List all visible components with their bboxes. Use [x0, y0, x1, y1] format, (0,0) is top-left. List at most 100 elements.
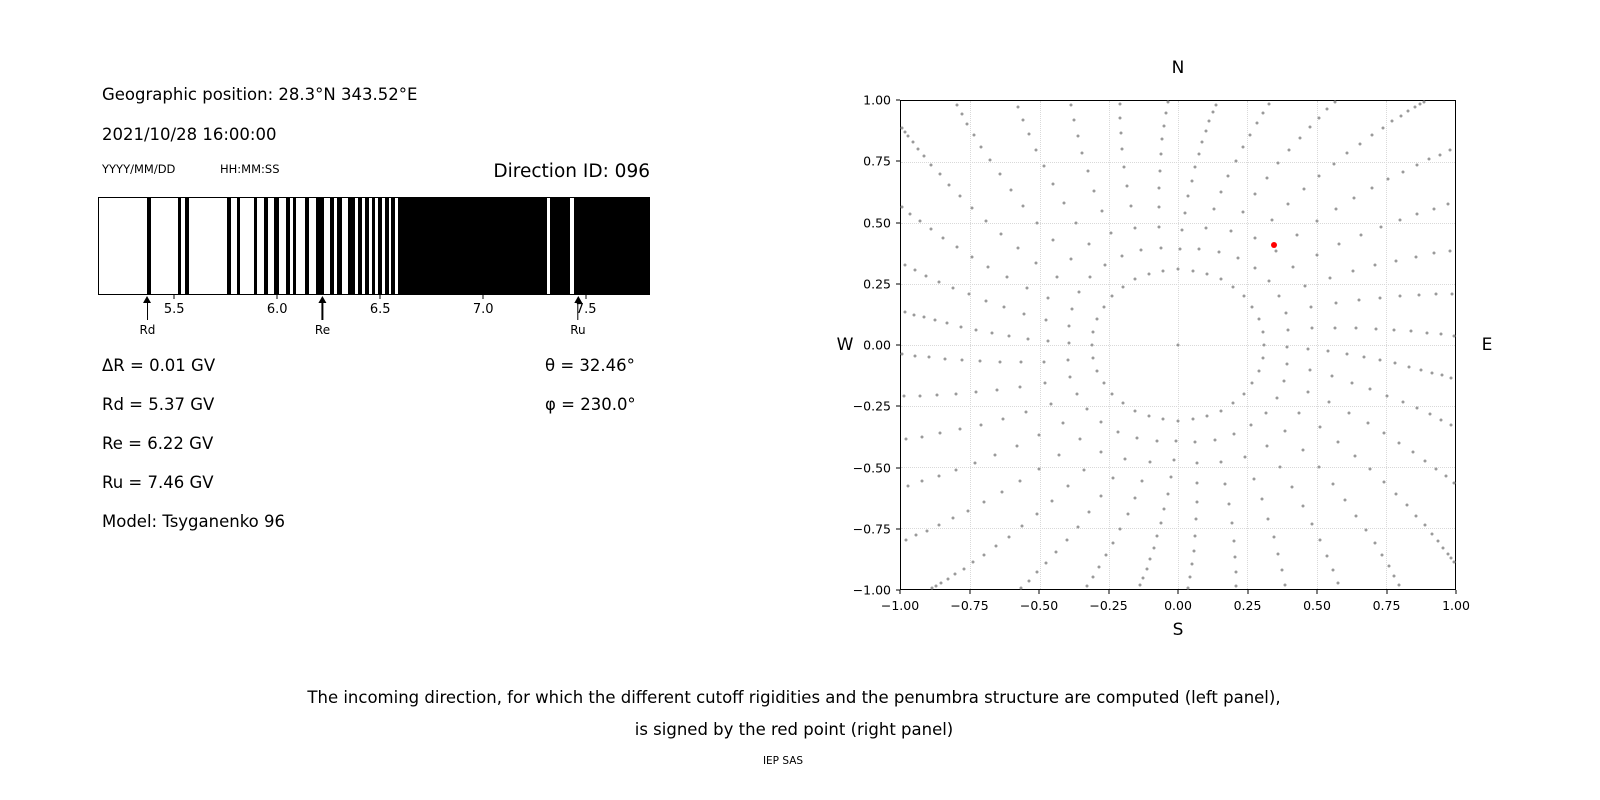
- direction-dot: [1425, 331, 1429, 335]
- direction-dot: [1449, 376, 1453, 380]
- direction-dot: [1067, 341, 1071, 345]
- direction-dot: [1242, 294, 1246, 298]
- direction-dot: [924, 274, 928, 278]
- penumbra-band: [305, 198, 310, 294]
- direction-dot: [1331, 482, 1335, 486]
- direction-dot: [937, 474, 941, 478]
- penumbra-band: [391, 198, 395, 294]
- direction-dot: [1270, 218, 1274, 222]
- direction-dot: [946, 577, 950, 581]
- direction-dot: [1423, 459, 1427, 463]
- direction-dot: [1414, 514, 1418, 518]
- direction-dot: [1000, 490, 1004, 494]
- direction-dot: [1160, 137, 1164, 141]
- direction-dot: [925, 529, 929, 533]
- direction-dot: [1310, 326, 1314, 330]
- direction-dot: [1336, 581, 1340, 585]
- direction-dot: [951, 516, 955, 520]
- direction-dot: [1354, 326, 1358, 330]
- direction-dot: [1207, 119, 1211, 123]
- y-tick-mark: [896, 528, 900, 530]
- direction-dot: [1007, 334, 1011, 338]
- direction-dot: [973, 461, 977, 465]
- direction-dot: [1262, 343, 1266, 347]
- direction-dot: [1051, 238, 1055, 242]
- direction-dot: [1337, 242, 1341, 246]
- direction-dot: [1161, 269, 1165, 272]
- direction-dot: [1133, 409, 1137, 412]
- direction-dot: [1121, 401, 1125, 405]
- direction-dot: [1432, 251, 1436, 255]
- direction-dot: [1227, 502, 1231, 506]
- direction-dot: [1441, 546, 1445, 550]
- direction-dot: [1317, 174, 1321, 178]
- direction-dot: [1275, 396, 1279, 400]
- direction-dot: [1147, 414, 1151, 418]
- direction-dot: [1024, 410, 1028, 414]
- y-tick-mark: [896, 589, 900, 591]
- direction-dot: [1091, 356, 1095, 360]
- direction-dot: [1191, 417, 1195, 421]
- direction-dot: [1043, 381, 1047, 385]
- direction-dot: [1118, 527, 1122, 531]
- direction-dot: [945, 321, 949, 325]
- ru-value: Ru = 7.46 GV: [102, 473, 214, 492]
- direction-dot: [1287, 148, 1291, 152]
- x-tick-label: 0.50: [1303, 598, 1331, 613]
- y-tick-label: −0.75: [852, 521, 891, 537]
- direction-dot: [1121, 285, 1125, 289]
- direction-dot: [1204, 129, 1208, 133]
- direction-dot: [1315, 253, 1319, 257]
- direction-dot: [1082, 468, 1086, 472]
- direction-dot: [1026, 337, 1030, 341]
- direction-dot: [1398, 294, 1402, 298]
- direction-dot: [1330, 374, 1334, 378]
- direction-dot: [1378, 358, 1382, 362]
- direction-dot: [1242, 392, 1246, 396]
- direction-dot: [927, 355, 931, 359]
- direction-dot: [1159, 152, 1163, 156]
- direction-dot: [1042, 164, 1046, 168]
- direction-dot: [1385, 394, 1389, 398]
- grid-line-horizontal: [901, 467, 1455, 468]
- direction-dot: [939, 581, 943, 585]
- penumbra-tick-mark: [379, 295, 381, 299]
- direction-dot: [906, 134, 910, 138]
- credit-label: IEP SAS: [762, 755, 804, 767]
- direction-dot: [1444, 474, 1448, 478]
- caption-line-2: is signed by the red point (right panel): [634, 720, 954, 739]
- direction-dot: [1019, 360, 1023, 364]
- direction-dot: [900, 126, 904, 130]
- penumbra-band: [236, 198, 240, 294]
- x-tick-mark: [1455, 590, 1457, 594]
- direction-dot: [1099, 450, 1103, 454]
- x-tick-label: −0.75: [950, 598, 989, 613]
- direction-dot: [947, 183, 951, 187]
- direction-dot: [1276, 161, 1280, 165]
- direction-dot: [1076, 134, 1080, 138]
- direction-dot: [922, 154, 926, 158]
- direction-dot: [1074, 221, 1078, 225]
- y-tick-label: −0.25: [852, 398, 891, 414]
- direction-dot: [908, 212, 912, 216]
- direction-dot: [1188, 575, 1192, 579]
- direction-dot: [1100, 209, 1104, 213]
- direction-dot: [1176, 267, 1180, 271]
- direction-dot: [903, 130, 907, 134]
- direction-dot: [1236, 256, 1240, 260]
- direction-dot: [1253, 192, 1257, 196]
- penumbra-tick-label: 7.5: [575, 302, 597, 317]
- direction-plot-x-axis: −1.00 −0.75 −0.50 −0.25 0.00 0.25 0.50 0.75 1.00: [881, 590, 1470, 620]
- direction-dot: [1044, 318, 1048, 322]
- direction-dot: [900, 205, 904, 209]
- cutoff-arrow-label: Rd: [139, 323, 156, 337]
- cutoff-arrow-rd: Rd: [139, 296, 155, 337]
- direction-dot: [1055, 275, 1059, 279]
- direction-dot: [1310, 522, 1314, 526]
- direction-dot: [1195, 481, 1199, 485]
- direction-dot: [934, 584, 938, 588]
- direction-dot: [1407, 365, 1411, 369]
- direction-dot: [1272, 535, 1276, 539]
- penumbra-x-axis: 5.5 6.0 6.5 7.0 7.5 Rd Re Ru: [98, 295, 650, 359]
- direction-dot: [1001, 417, 1005, 421]
